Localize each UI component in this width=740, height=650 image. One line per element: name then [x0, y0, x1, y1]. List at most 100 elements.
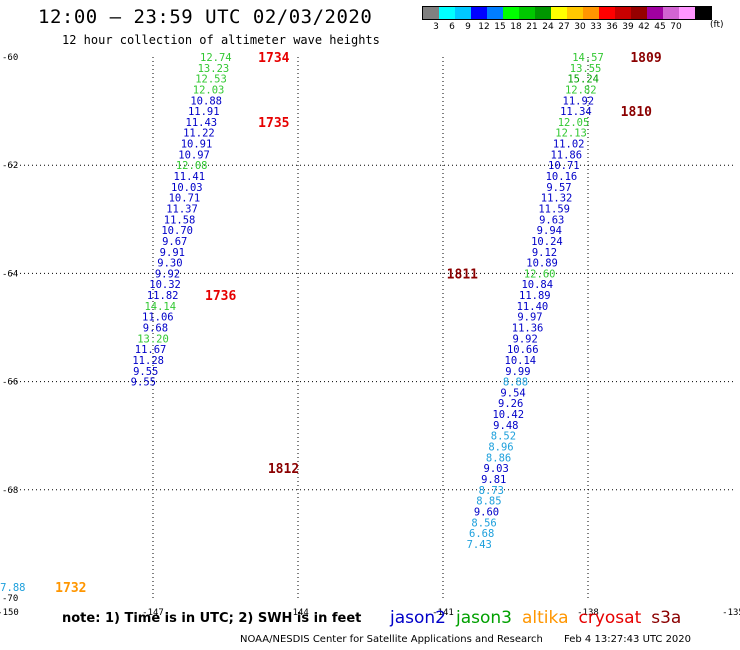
colorbar-label: 39: [622, 22, 634, 32]
colorbar-cell: [695, 7, 711, 19]
swh-value-label: 9.30: [157, 258, 182, 270]
time-labels: 1734 1735 1736 1809 1810 1811 1812 1732: [55, 51, 661, 596]
credit-text: NOAA/NESDIS Center for Satellite Applica…: [240, 634, 543, 645]
colorbar-label: 42: [638, 22, 650, 32]
time-label: 1811: [447, 267, 478, 282]
colorbar-label: 21: [526, 22, 538, 32]
swh-value-label: 11.06: [142, 312, 174, 324]
swh-value-label: 10.97: [178, 149, 210, 161]
swh-value-label: 12.74: [200, 52, 232, 64]
colorbar-cell: [599, 7, 615, 19]
swh-value-label: 11.28: [132, 355, 164, 367]
chart-title: 12:00 – 23:59 UTC 02/03/2020: [38, 6, 373, 28]
swh-value-label: 9.12: [532, 247, 557, 259]
swh-value-label: 12.08: [176, 160, 208, 172]
colorbar-label: 3: [433, 22, 439, 32]
colorbar-cell: [423, 7, 439, 19]
swh-value-label: 12.05: [558, 117, 590, 129]
swh-value-label: 11.02: [553, 139, 585, 151]
chart-subtitle: 12 hour collection of altimeter wave hei…: [62, 33, 380, 47]
swh-value-label: 8.88: [503, 377, 528, 389]
swh-value-label: 10.71: [169, 193, 201, 205]
colorbar-label: 12: [478, 22, 490, 32]
swh-value-label: 10.66: [507, 344, 539, 356]
time-label: 1812: [268, 462, 299, 477]
swh-value-label: 10.03: [171, 182, 203, 194]
y-tick-label: -66: [2, 378, 18, 388]
swh-value-label: 12.82: [565, 84, 597, 96]
colorbar-cell: [551, 7, 567, 19]
swh-value-label: 12.60: [524, 268, 556, 280]
x-tick-label: -150: [0, 608, 19, 618]
swh-value-label: 6.68: [469, 528, 494, 540]
credit-timestamp: Feb 4 13:27:43 UTC 2020: [564, 634, 692, 645]
swh-value-label: 10.71: [548, 160, 580, 172]
colorbar-label: 18: [510, 22, 522, 32]
colorbar-cell: [503, 7, 519, 19]
swh-value-label: 10.89: [526, 258, 558, 270]
swh-value-label: 11.41: [173, 171, 205, 183]
colorbar-label: 15: [494, 22, 506, 32]
legend-cryosat: cryosat: [578, 608, 642, 628]
swh-value-label: 9.55: [131, 377, 156, 389]
time-label: 1732: [55, 581, 86, 596]
colorbar-cell: [583, 7, 599, 19]
colorbar-label: 70: [670, 22, 682, 32]
swh-value-label: 9.91: [160, 247, 185, 259]
time-label: 1735: [258, 116, 289, 131]
swh-value-label: 14.14: [144, 301, 176, 313]
colorbar-label: 24: [542, 22, 554, 32]
swh-value-label: 10.88: [190, 95, 222, 107]
swh-value-label: 9.92: [155, 268, 180, 280]
y-tick-label: -62: [2, 161, 18, 171]
legend-altika: altika: [522, 608, 569, 628]
swh-value-label: 7.88: [0, 582, 25, 594]
swh-value-label: 13.23: [198, 63, 230, 75]
x-tick-label: -147: [142, 608, 164, 618]
colorbar-cells: [422, 6, 712, 20]
swh-value-label: 9.94: [537, 225, 562, 237]
swh-value-label: 11.36: [512, 323, 544, 335]
colorbar-cell: [567, 7, 583, 19]
colorbar-label: 27: [558, 22, 570, 32]
time-label: 1809: [630, 51, 661, 66]
swh-value-label: 12.03: [193, 84, 225, 96]
swh-value-label: 11.34: [560, 106, 592, 118]
grid-lines: [8, 57, 733, 598]
legend-jason3: jason3: [456, 608, 512, 628]
swh-value-label: 11.58: [164, 214, 196, 226]
colorbar-cell: [471, 7, 487, 19]
swh-value-label: 9.63: [539, 214, 564, 226]
x-tick-label: -144: [287, 608, 309, 618]
swh-value-label: 7.43: [467, 539, 492, 551]
swh-value-label: 9.03: [484, 463, 509, 475]
swh-value-label: 11.86: [550, 149, 582, 161]
swh-value-label: 11.67: [135, 344, 167, 356]
credit-line: NOAA/NESDIS Center for Satellite Applica…: [240, 634, 691, 645]
swh-value-label: 9.54: [500, 387, 525, 399]
swh-value-label: 10.14: [505, 355, 537, 367]
colorbar-label: 33: [590, 22, 602, 32]
swh-value-label: 8.86: [486, 452, 511, 464]
swh-value-label: 11.22: [183, 128, 215, 140]
time-label: 1734: [258, 51, 289, 66]
colorbar-cell: [615, 7, 631, 19]
swh-value-label: 12.53: [195, 74, 227, 86]
colorbar-legend: 3 6 9 12 15 18 21 24 27 30 33 36 39 42 45 70 (ft): [422, 6, 724, 32]
colorbar-cell: [679, 7, 695, 19]
swh-value-label: 10.91: [181, 139, 213, 151]
swh-value-label: 10.42: [492, 409, 524, 421]
swh-value-label: 11.59: [538, 203, 570, 215]
legend-jason2: jason2: [390, 608, 446, 628]
swh-value-label: 11.40: [517, 301, 549, 313]
colorbar-label: 9: [465, 22, 471, 32]
swh-value-label: 10.70: [161, 225, 193, 237]
colorbar-cell: [439, 7, 455, 19]
colorbar-label: 30: [574, 22, 586, 32]
colorbar-cell: [631, 7, 647, 19]
swh-value-label: 9.26: [498, 398, 523, 410]
swh-value-label: 13.20: [137, 333, 169, 345]
x-tick-label: -135: [722, 608, 740, 618]
colorbar-label: 6: [449, 22, 455, 32]
